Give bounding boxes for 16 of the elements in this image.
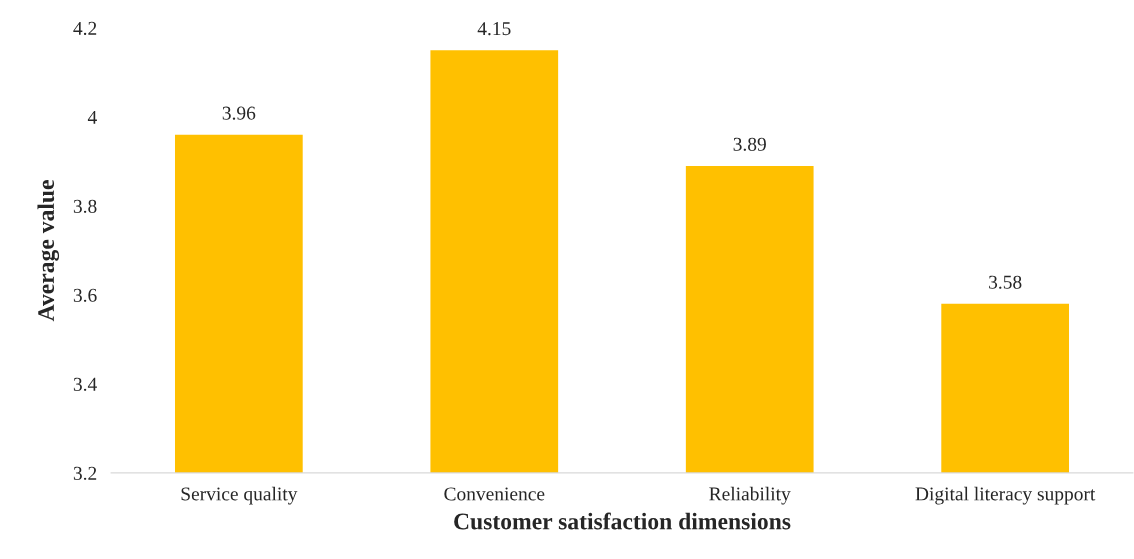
x-tick-label: Service quality [181, 486, 298, 505]
y-tick-label: 3.6 [73, 288, 97, 302]
y-tick-label: 3.8 [73, 199, 97, 213]
data-label: 3.96 [222, 106, 256, 120]
data-label: 4.15 [477, 22, 511, 36]
y-axis-title: Average value [37, 180, 60, 322]
data-label: 3.89 [733, 137, 766, 151]
x-axis-title: Customer satisfaction dimensions [454, 512, 791, 530]
x-tick-label: Digital literacy support [915, 486, 1096, 505]
x-tick-label: Reliability [709, 486, 791, 505]
data-label: 3.58 [989, 275, 1022, 289]
y-tick-label: 4 [87, 110, 97, 124]
x-tick-label: Convenience [444, 487, 545, 501]
y-tick-label: 4.2 [73, 21, 97, 35]
y-tick-label: 3.2 [73, 466, 97, 480]
y-tick-label: 3.4 [73, 377, 97, 391]
